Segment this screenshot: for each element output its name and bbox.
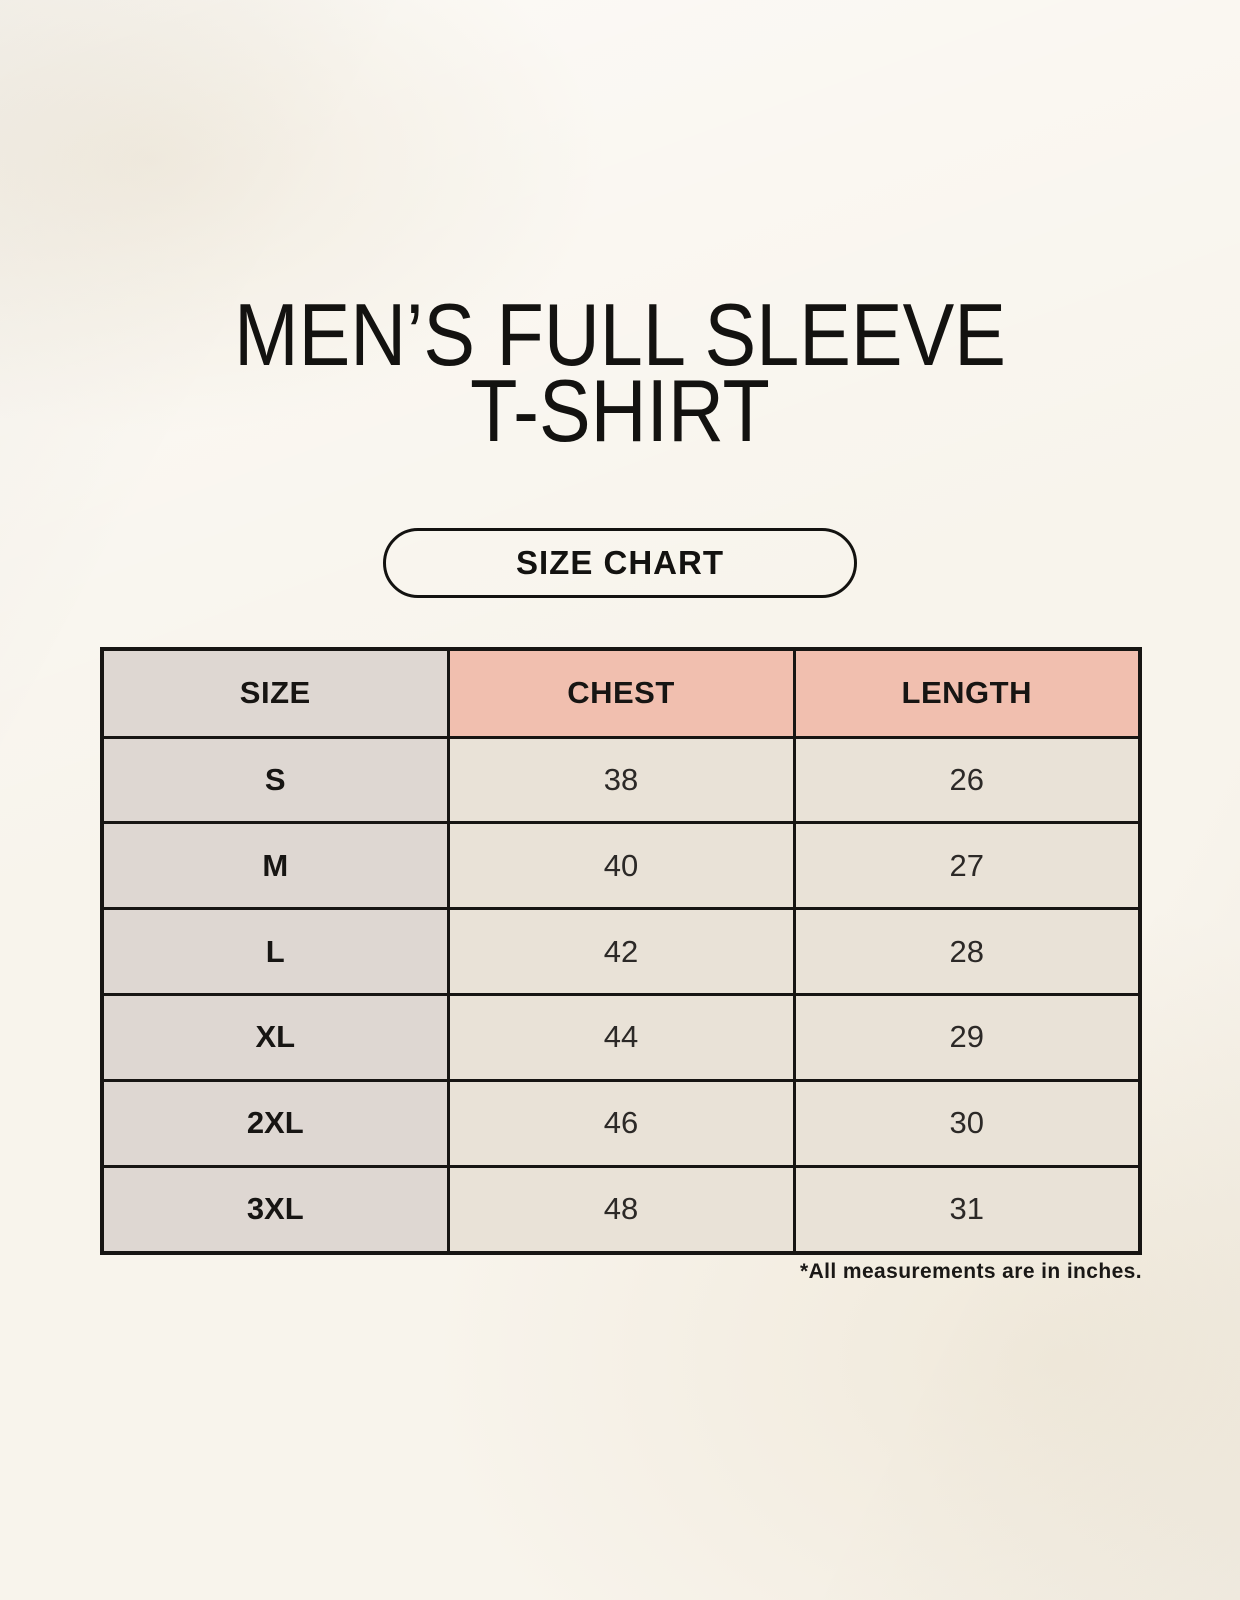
table-row: 3XL 48 31 — [100, 1164, 1142, 1255]
table-header-row: SIZE CHEST LENGTH — [100, 647, 1142, 739]
column-header-chest: CHEST — [446, 647, 796, 739]
page-title: MEN’S FULL SLEEVE T-SHIRT — [74, 285, 1165, 460]
size-cell: L — [100, 907, 450, 996]
chest-cell: 40 — [446, 821, 796, 911]
column-header-length: LENGTH — [792, 647, 1142, 739]
size-chart-badge[interactable]: SIZE CHART — [383, 528, 857, 598]
size-cell: 3XL — [100, 1164, 450, 1255]
size-cell: M — [100, 821, 450, 911]
table-row: M 40 27 — [100, 821, 1142, 911]
chest-cell: 44 — [446, 992, 796, 1082]
measurement-note: *All measurements are in inches. — [800, 1260, 1142, 1283]
length-cell: 30 — [792, 1078, 1142, 1168]
page-title-line-1: MEN’S FULL SLEEVE — [234, 285, 1006, 384]
size-cell: 2XL — [100, 1078, 450, 1168]
column-header-size: SIZE — [100, 647, 450, 739]
chest-cell: 42 — [446, 907, 796, 996]
table-row: XL 44 29 — [100, 992, 1142, 1082]
length-cell: 28 — [792, 907, 1142, 996]
length-cell: 29 — [792, 992, 1142, 1082]
length-cell: 26 — [792, 735, 1142, 825]
size-table: SIZE CHEST LENGTH S 38 26 M 40 27 L 42 2… — [100, 647, 1142, 1255]
chest-cell: 46 — [446, 1078, 796, 1168]
length-cell: 31 — [792, 1164, 1142, 1255]
table-row: S 38 26 — [100, 735, 1142, 825]
table-row: 2XL 46 30 — [100, 1078, 1142, 1168]
chest-cell: 38 — [446, 735, 796, 825]
size-chart-badge-label: SIZE CHART — [516, 544, 724, 581]
page-title-line-2: T-SHIRT — [470, 361, 770, 460]
length-cell: 27 — [792, 821, 1142, 911]
size-cell: XL — [100, 992, 450, 1082]
table-row: L 42 28 — [100, 907, 1142, 996]
size-cell: S — [100, 735, 450, 825]
chest-cell: 48 — [446, 1164, 796, 1255]
